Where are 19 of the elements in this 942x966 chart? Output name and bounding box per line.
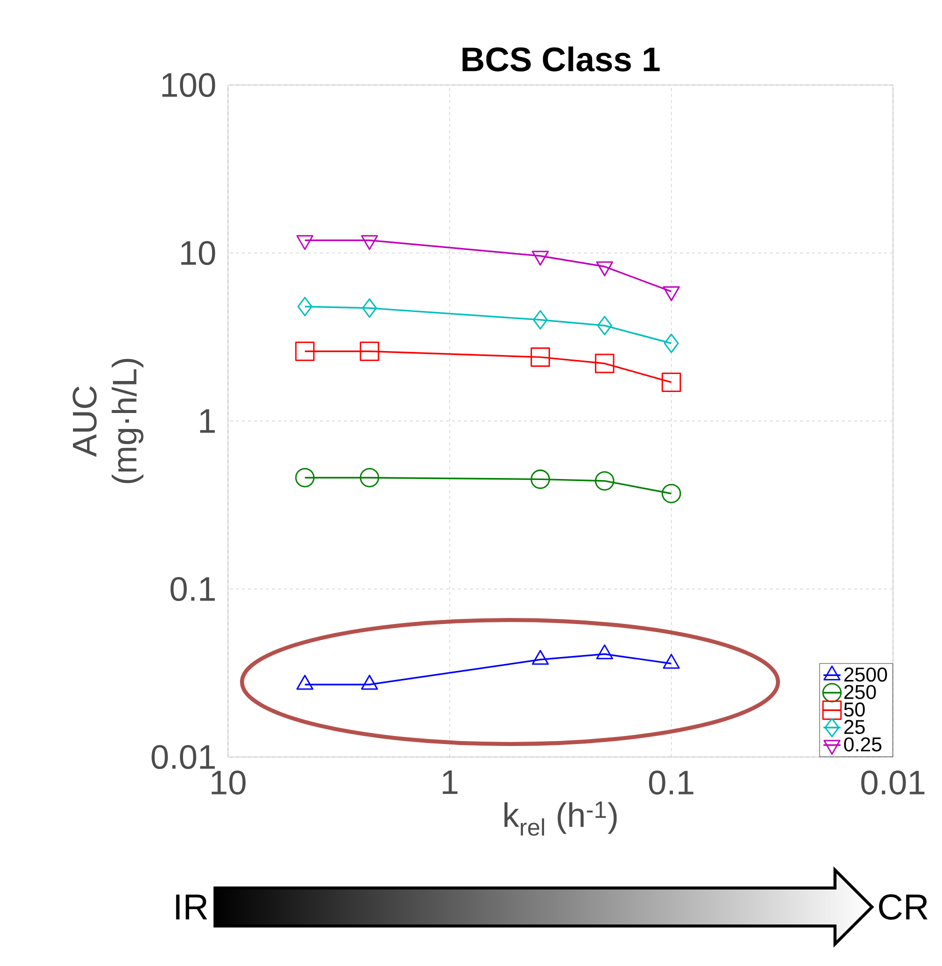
chart-title: BCS Class 1 xyxy=(462,46,660,72)
y-tick-label: 0.01 xyxy=(152,744,215,770)
legend-label: 2500 xyxy=(844,667,888,682)
x-axis-title: k$_{rel}$ (h$^{-1}$) xyxy=(504,801,617,836)
x-tick-label: 1 xyxy=(442,770,458,794)
legend-label: 0.25 xyxy=(844,737,882,752)
legend-label: 25 xyxy=(844,720,865,734)
legend-label: 50 xyxy=(844,702,865,717)
x-tick-label: 0.01 xyxy=(861,770,924,795)
y-axis-title: AUC (mg·h/L) xyxy=(72,358,144,484)
text: IR xyxy=(176,894,208,920)
y-tick-label: 10 xyxy=(181,240,216,266)
y-tick-label: 100 xyxy=(162,72,216,98)
y-tick-label: 0.1 xyxy=(170,576,215,602)
x-tick-label: 10 xyxy=(212,770,246,795)
text: CR xyxy=(879,894,928,920)
x-tick-label: 0.1 xyxy=(649,770,694,795)
legend-label: 250 xyxy=(844,684,876,700)
y-tick-label: 1 xyxy=(200,409,215,433)
